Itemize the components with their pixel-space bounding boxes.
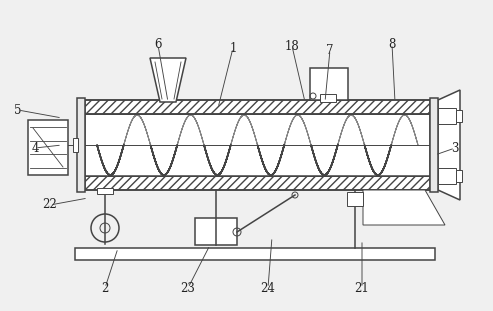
Text: 24: 24 bbox=[261, 281, 276, 295]
Text: 6: 6 bbox=[154, 39, 162, 52]
Bar bbox=[347, 192, 363, 206]
Bar bbox=[77, 98, 85, 192]
Bar bbox=[320, 94, 336, 102]
Bar bbox=[310, 68, 348, 100]
Text: 23: 23 bbox=[180, 281, 195, 295]
Bar bbox=[85, 176, 430, 190]
Text: 2: 2 bbox=[102, 281, 108, 295]
Bar bbox=[430, 98, 438, 192]
Polygon shape bbox=[438, 90, 460, 200]
Polygon shape bbox=[363, 190, 445, 225]
Text: 7: 7 bbox=[326, 44, 334, 57]
Bar bbox=[438, 108, 456, 124]
Text: 21: 21 bbox=[354, 281, 369, 295]
Text: 8: 8 bbox=[388, 38, 396, 50]
Text: 3: 3 bbox=[451, 142, 459, 155]
Bar bbox=[28, 120, 68, 175]
Bar bbox=[85, 114, 430, 176]
Bar bbox=[456, 170, 462, 182]
Polygon shape bbox=[150, 58, 186, 102]
Text: 1: 1 bbox=[229, 41, 237, 54]
Bar bbox=[456, 110, 462, 122]
Bar bbox=[195, 218, 237, 245]
Text: 5: 5 bbox=[14, 104, 22, 117]
Text: 18: 18 bbox=[284, 39, 299, 53]
Bar bbox=[75, 248, 435, 260]
Bar bbox=[73, 138, 78, 152]
Bar bbox=[438, 168, 456, 184]
Bar bbox=[85, 100, 430, 114]
Text: 22: 22 bbox=[42, 198, 57, 211]
Bar bbox=[97, 188, 113, 194]
Text: 4: 4 bbox=[31, 142, 39, 155]
